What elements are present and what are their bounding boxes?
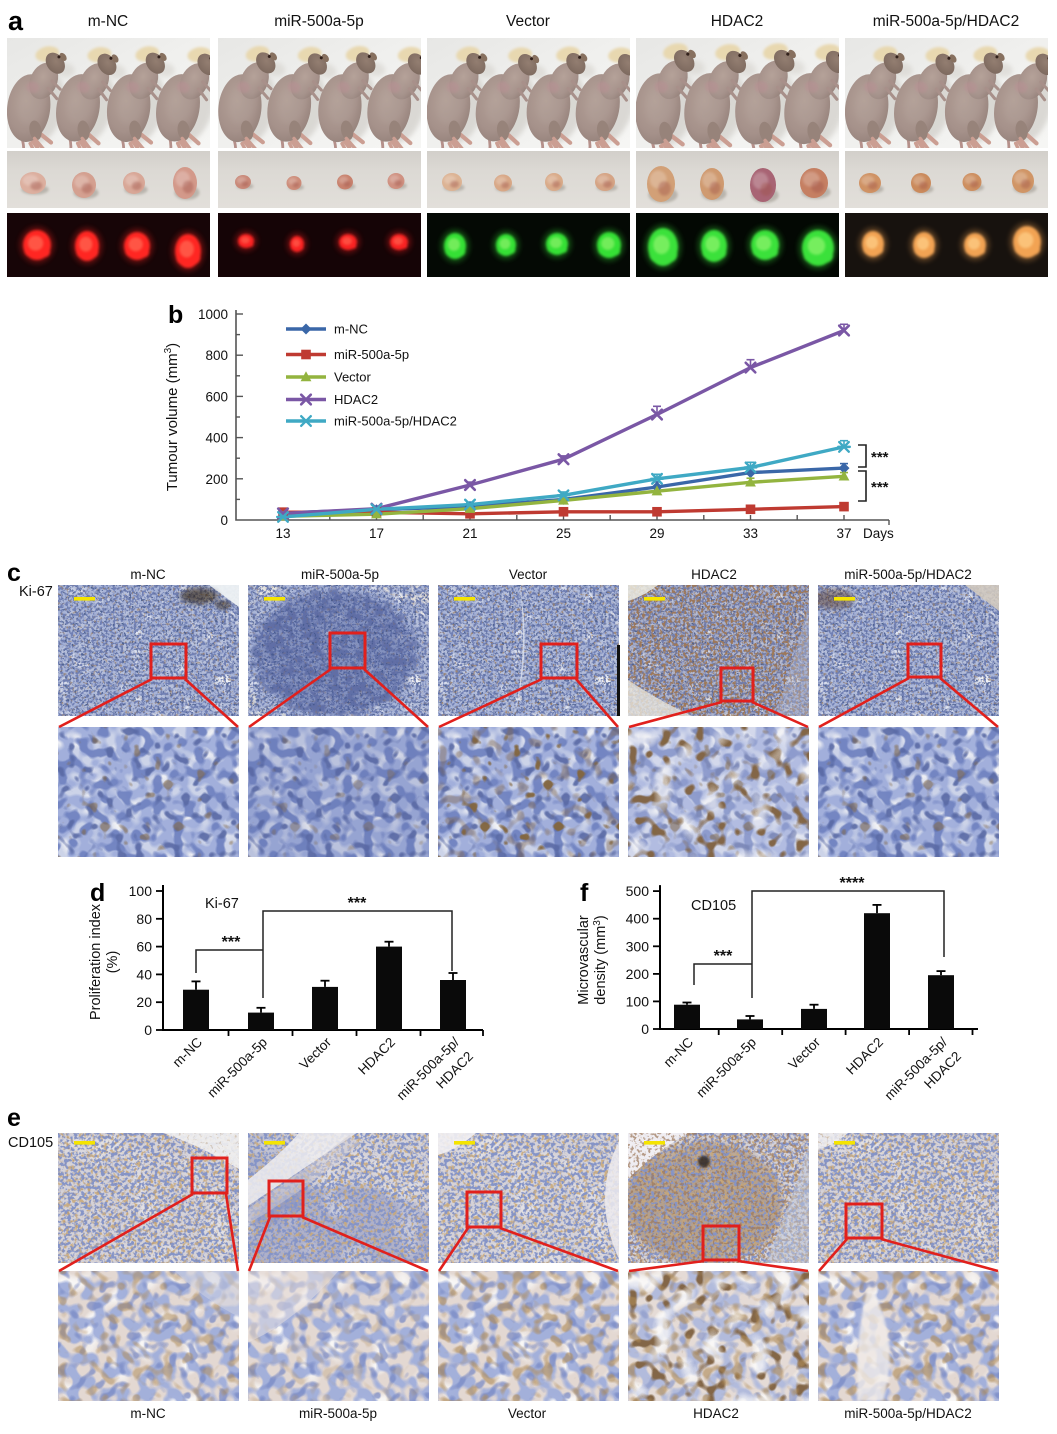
svg-text:600: 600: [205, 389, 228, 404]
svg-text:Ki-67: Ki-67: [205, 896, 239, 912]
svg-text:miR-500a-5p: miR-500a-5p: [301, 567, 379, 582]
svg-text:HDAC2: HDAC2: [691, 567, 737, 582]
svg-text:***: ***: [871, 479, 889, 496]
svg-text:1000: 1000: [198, 307, 228, 322]
svg-text:Tumour volume (mm3): Tumour volume (mm3): [163, 343, 181, 491]
svg-text:miR-500a-5p: miR-500a-5p: [274, 13, 364, 30]
svg-text:HDAC2: HDAC2: [693, 1406, 739, 1421]
svg-text:21: 21: [462, 526, 477, 541]
svg-text:20: 20: [136, 994, 152, 1010]
svg-text:f: f: [580, 879, 589, 907]
svg-text:17: 17: [369, 526, 384, 541]
svg-text:80: 80: [136, 911, 152, 927]
svg-text:(%): (%): [105, 951, 121, 974]
svg-text:300: 300: [626, 938, 650, 954]
svg-text:miR-500a-5p/HDAC2: miR-500a-5p/HDAC2: [334, 414, 457, 429]
svg-text:e: e: [7, 1104, 21, 1132]
svg-text:miR-500a-5p: miR-500a-5p: [334, 347, 409, 362]
svg-text:m-NC: m-NC: [88, 13, 128, 30]
svg-text:a: a: [8, 6, 24, 36]
svg-text:***: ***: [348, 895, 367, 912]
svg-text:Vector: Vector: [334, 370, 372, 385]
svg-text:miR-500a-5p/HDAC2: miR-500a-5p/HDAC2: [844, 1406, 972, 1421]
svg-text:800: 800: [205, 348, 228, 363]
svg-text:Days: Days: [863, 526, 894, 541]
svg-text:13: 13: [275, 526, 290, 541]
svg-text:density (mm3): density (mm3): [592, 915, 609, 1004]
svg-text:c: c: [7, 559, 21, 587]
svg-text:400: 400: [626, 911, 650, 927]
svg-text:33: 33: [743, 526, 758, 541]
svg-text:miR-500a-5p/HDAC2: miR-500a-5p/HDAC2: [873, 13, 1019, 30]
svg-text:0: 0: [144, 1022, 152, 1038]
svg-text:37: 37: [836, 526, 851, 541]
svg-text:****: ****: [840, 875, 866, 892]
svg-text:200: 200: [626, 966, 650, 982]
svg-text:400: 400: [205, 431, 228, 446]
svg-text:CD105: CD105: [8, 1135, 53, 1151]
svg-text:miR-500a-5p: miR-500a-5p: [299, 1406, 377, 1421]
svg-text:25: 25: [556, 526, 571, 541]
svg-text:d: d: [90, 879, 105, 907]
svg-text:miR-500a-5p/HDAC2: miR-500a-5p/HDAC2: [844, 567, 972, 582]
svg-text:Proliferation index: Proliferation index: [88, 903, 104, 1020]
svg-text:CD105: CD105: [691, 898, 736, 914]
svg-text:500: 500: [626, 883, 650, 899]
svg-text:0: 0: [220, 513, 228, 528]
svg-text:60: 60: [136, 939, 152, 955]
svg-text:m-NC: m-NC: [334, 322, 368, 337]
svg-text:HDAC2: HDAC2: [334, 392, 378, 407]
svg-text:0: 0: [641, 1021, 649, 1037]
svg-text:Vector: Vector: [508, 1406, 547, 1421]
svg-text:***: ***: [222, 934, 241, 951]
svg-text:m-NC: m-NC: [130, 567, 165, 582]
svg-text:29: 29: [649, 526, 664, 541]
svg-text:Ki-67: Ki-67: [19, 584, 53, 600]
svg-text:Vector: Vector: [509, 567, 548, 582]
svg-text:m-NC: m-NC: [130, 1406, 165, 1421]
svg-text:b: b: [168, 301, 183, 329]
svg-text:Microvascular: Microvascular: [576, 915, 592, 1005]
svg-text:100: 100: [129, 883, 153, 899]
svg-text:40: 40: [136, 966, 152, 982]
svg-text:Vector: Vector: [506, 13, 550, 30]
svg-text:200: 200: [205, 472, 228, 487]
svg-text:100: 100: [626, 993, 650, 1009]
svg-text:HDAC2: HDAC2: [711, 13, 764, 30]
svg-text:***: ***: [871, 449, 889, 466]
svg-text:***: ***: [714, 948, 733, 965]
